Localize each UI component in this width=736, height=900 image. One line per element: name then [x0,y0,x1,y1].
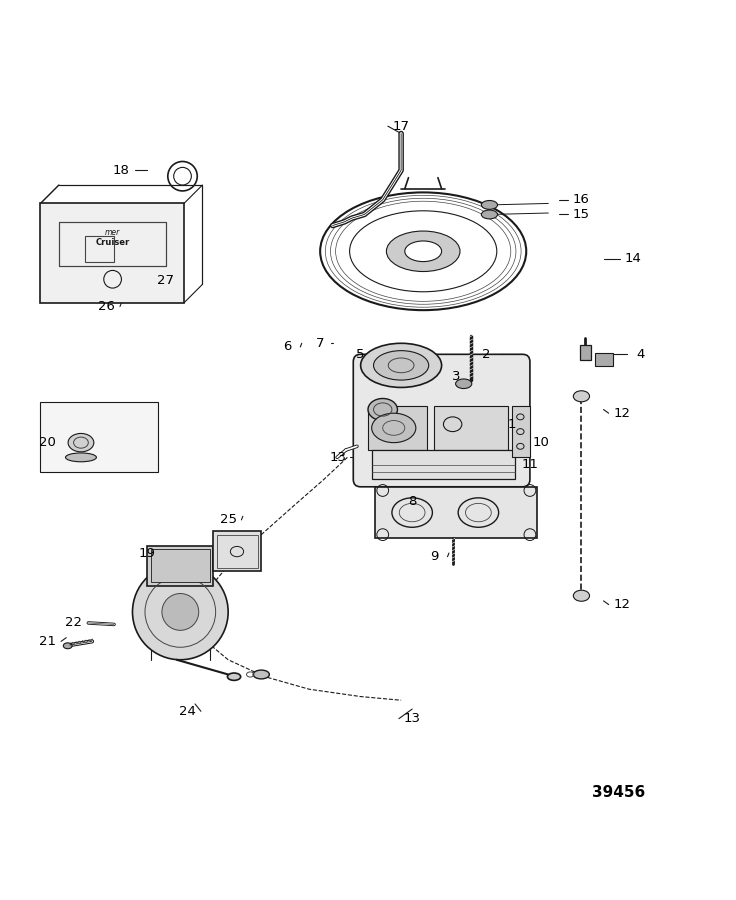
Text: 10: 10 [533,436,549,449]
Circle shape [132,564,228,660]
Text: 39456: 39456 [592,785,645,800]
Text: 9: 9 [430,550,439,563]
Text: Cruiser: Cruiser [96,238,130,247]
Ellipse shape [573,590,590,601]
Text: 19: 19 [139,546,155,560]
Text: 13: 13 [403,712,421,725]
Ellipse shape [227,673,241,680]
Ellipse shape [481,201,498,210]
Ellipse shape [456,379,472,389]
Ellipse shape [66,453,96,462]
Ellipse shape [405,241,442,262]
Text: 7: 7 [316,337,325,350]
Text: 25: 25 [219,513,237,526]
Bar [217,535,258,568]
Ellipse shape [373,351,428,380]
Text: 17: 17 [392,120,410,132]
Bar [85,236,114,262]
Text: 3: 3 [452,370,461,382]
Bar [59,221,166,266]
Ellipse shape [253,670,269,679]
Ellipse shape [481,210,498,219]
Text: 22: 22 [65,616,82,629]
Text: 6: 6 [283,340,291,354]
Text: 5: 5 [356,347,365,361]
Text: 26: 26 [99,300,115,313]
FancyBboxPatch shape [353,355,530,487]
Text: 14: 14 [625,252,641,266]
Bar [40,203,184,302]
Text: 8: 8 [408,495,417,508]
Circle shape [162,593,199,630]
Text: 2: 2 [481,347,490,361]
Ellipse shape [573,391,590,401]
Bar [147,545,213,586]
Ellipse shape [372,413,416,443]
Text: 13: 13 [330,451,347,464]
Text: 11: 11 [521,458,539,472]
Text: 21: 21 [39,634,57,648]
Text: 18: 18 [113,164,130,176]
Text: 12: 12 [613,407,631,419]
Bar [213,531,261,572]
Bar [595,353,613,366]
Text: 12: 12 [613,598,631,611]
Text: 15: 15 [573,208,590,221]
Bar [512,406,530,457]
Bar [59,221,166,266]
Text: mer: mer [105,229,120,238]
Ellipse shape [368,399,397,420]
Bar [40,402,158,472]
Text: 24: 24 [180,705,196,718]
Bar [151,549,210,582]
Bar [372,450,515,480]
Text: 20: 20 [40,436,56,449]
Bar [434,406,508,450]
Bar [368,406,427,450]
Text: 27: 27 [157,274,174,287]
Ellipse shape [386,231,460,272]
Text: 4: 4 [636,347,645,361]
Bar [375,487,537,538]
Bar [580,346,591,360]
Text: 1: 1 [507,418,516,431]
Ellipse shape [361,343,442,387]
Text: 16: 16 [573,194,590,206]
Ellipse shape [63,643,72,649]
Ellipse shape [68,434,93,452]
